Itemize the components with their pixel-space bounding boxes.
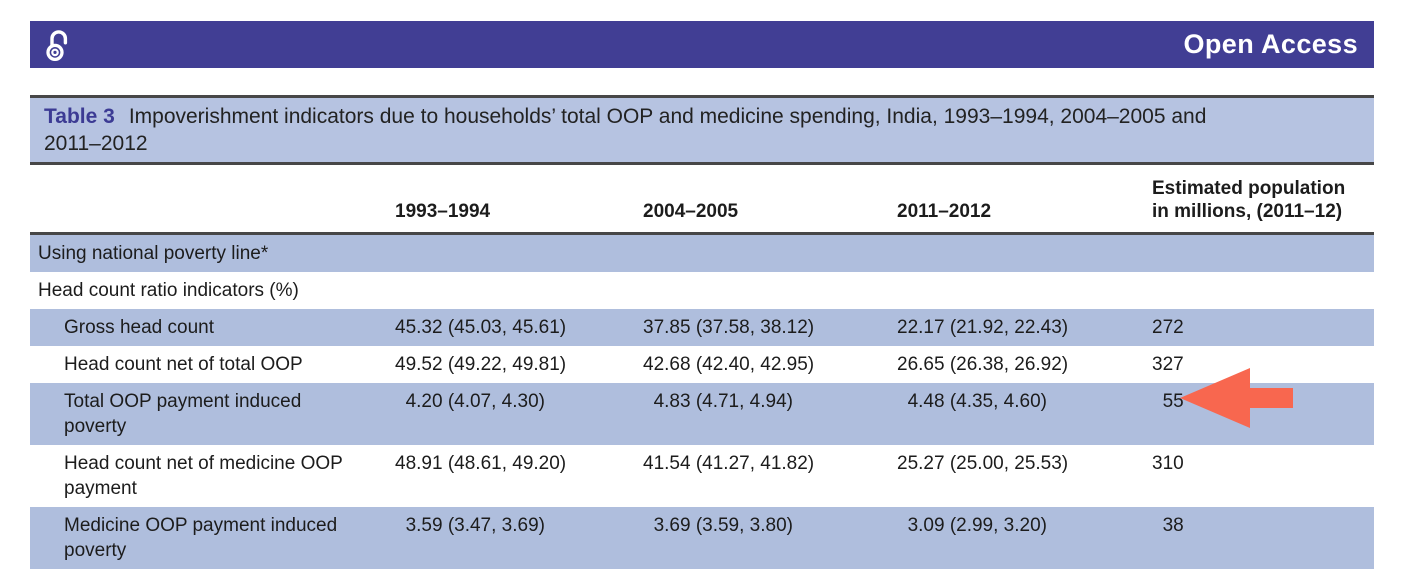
value-2011-2012: 22.17 (21.92, 22.43) xyxy=(897,317,1069,338)
table-row-head-count-net-total-oop: Head count net of total OOP 49.52 (49.22… xyxy=(30,346,1374,383)
table-caption: Table 3 Impoverishment indicators due to … xyxy=(30,95,1374,162)
value-2011-2012: 3.09 (2.99, 3.20) xyxy=(897,515,1047,536)
row-label: Head count net of total OOP xyxy=(64,354,303,375)
column-header-2011-2012: 2011–2012 xyxy=(887,162,1142,235)
value-2011-2012: 25.27 (25.00, 25.53) xyxy=(897,453,1069,474)
column-header-indicator xyxy=(30,162,385,235)
open-access-label: Open Access xyxy=(1183,29,1358,59)
column-header-1993-1994: 1993–1994 xyxy=(385,162,633,235)
value-population: 38 xyxy=(1152,515,1184,536)
table-caption-label: Table 3 xyxy=(44,105,115,128)
value-1993-1994: 49.52 (49.22, 49.81) xyxy=(395,354,567,375)
value-2004-2005: 3.69 (3.59, 3.80) xyxy=(643,515,793,536)
row-label: Head count net of medicine OOP payment xyxy=(64,453,343,499)
value-1993-1994: 4.20 (4.07, 4.30) xyxy=(395,391,545,412)
section-row-head-count-ratio: Head count ratio indicators (%) xyxy=(30,272,1374,309)
open-access-banner: Open Access xyxy=(30,21,1374,68)
table-header-row: 1993–1994 2004–2005 2011–2012 Estimated … xyxy=(30,162,1374,235)
row-label: Total OOP payment induced poverty xyxy=(64,391,302,437)
impoverishment-indicators-table: 1993–1994 2004–2005 2011–2012 Estimated … xyxy=(30,162,1374,569)
left-arrow-icon xyxy=(1180,368,1293,428)
value-population: 327 xyxy=(1152,354,1184,375)
value-population: 272 xyxy=(1152,317,1184,338)
value-2004-2005: 37.85 (37.58, 38.12) xyxy=(643,317,815,338)
value-population: 310 xyxy=(1152,453,1184,474)
row-label: Gross head count xyxy=(64,317,214,338)
value-1993-1994: 48.91 (48.61, 49.20) xyxy=(395,453,567,474)
value-population-annotated: 55 xyxy=(1152,391,1184,412)
column-header-population: Estimated population in millions, (2011–… xyxy=(1142,162,1374,235)
value-2004-2005: 41.54 (41.27, 41.82) xyxy=(643,453,815,474)
value-1993-1994: 3.59 (3.47, 3.69) xyxy=(395,515,545,536)
value-2011-2012: 4.48 (4.35, 4.60) xyxy=(897,391,1047,412)
table-row-gross-head-count: Gross head count 45.32 (45.03, 45.61) 37… xyxy=(30,309,1374,346)
row-label: Medicine OOP payment induced poverty xyxy=(64,515,338,561)
value-1993-1994: 45.32 (45.03, 45.61) xyxy=(395,317,567,338)
section-label: Using national poverty line* xyxy=(38,243,269,264)
table-row-medicine-oop-induced-poverty: Medicine OOP payment induced poverty 3.5… xyxy=(30,507,1374,569)
column-header-2004-2005: 2004–2005 xyxy=(633,162,887,235)
open-access-lock-icon xyxy=(45,29,71,61)
table-caption-text: Impoverishment indicators due to househo… xyxy=(44,105,1207,155)
table-row-total-oop-induced-poverty: Total OOP payment induced poverty 4.20 (… xyxy=(30,383,1374,445)
table-row-head-count-net-medicine-oop: Head count net of medicine OOP payment 4… xyxy=(30,445,1374,507)
section-row-national-poverty-line: Using national poverty line* xyxy=(30,233,1374,272)
value-2004-2005: 4.83 (4.71, 4.94) xyxy=(643,391,793,412)
value-2011-2012: 26.65 (26.38, 26.92) xyxy=(897,354,1069,375)
section-label: Head count ratio indicators (%) xyxy=(38,280,299,301)
value-2004-2005: 42.68 (42.40, 42.95) xyxy=(643,354,815,375)
table3-block: Table 3 Impoverishment indicators due to … xyxy=(30,95,1374,569)
